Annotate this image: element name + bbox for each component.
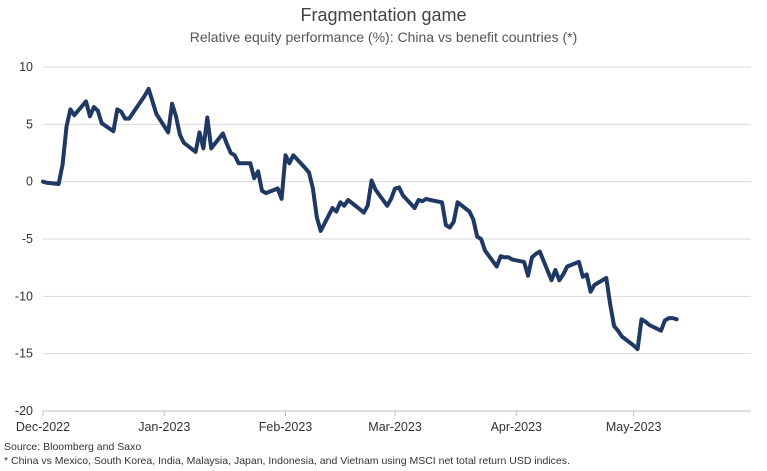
line-chart: 10 5 0 -5 -10 -15 -20 Dec-2022 Jan-2023 Feb-2023…	[15, 60, 751, 434]
gridlines	[43, 66, 751, 412]
y-tick-label: 10	[19, 60, 33, 74]
y-tick-label: -10	[15, 289, 33, 303]
x-tick-label: Dec-2022	[16, 420, 70, 434]
x-tick-label: Feb-2023	[259, 420, 313, 434]
x-tick-label: May-2023	[606, 420, 662, 434]
y-tick-label: -15	[15, 347, 33, 361]
x-tick-label: Apr-2023	[491, 420, 542, 434]
x-axis-ticks: Dec-2022 Jan-2023 Feb-2023 Mar-2023 Apr-2023…	[16, 411, 662, 434]
y-axis-ticks: 10 5 0 -5 -10 -15 -20	[15, 60, 33, 418]
x-tick-label: Jan-2023	[138, 420, 190, 434]
series-line	[41, 86, 679, 352]
footnote: * China vs Mexico, South Korea, India, M…	[4, 455, 570, 467]
x-tick-label: Mar-2023	[368, 420, 422, 434]
y-tick-label: -5	[22, 232, 33, 246]
series-layer	[41, 86, 679, 352]
y-tick-label: 0	[26, 175, 33, 189]
chart-subtitle: Relative equity performance (%): China v…	[189, 29, 578, 45]
source-note: Source: Bloomberg and Saxo	[4, 441, 142, 453]
chart-title: Fragmentation game	[300, 5, 467, 25]
y-tick-label: -20	[15, 404, 33, 418]
y-tick-label: 5	[26, 117, 33, 131]
